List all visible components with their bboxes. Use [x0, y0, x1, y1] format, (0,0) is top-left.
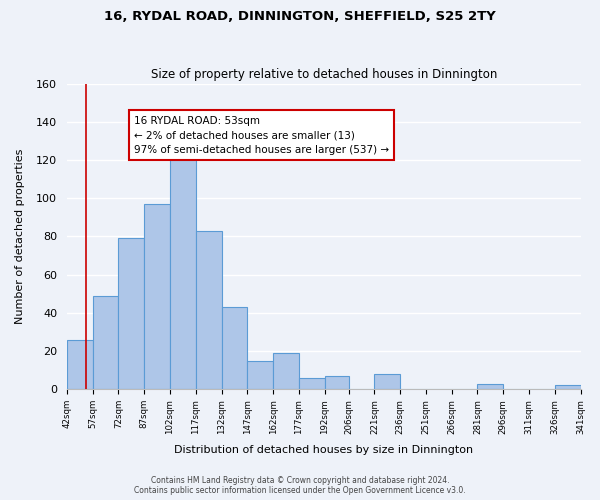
Text: 16 RYDAL ROAD: 53sqm
← 2% of detached houses are smaller (13)
97% of semi-detach: 16 RYDAL ROAD: 53sqm ← 2% of detached ho… — [134, 116, 389, 156]
Bar — [247, 360, 273, 390]
Bar — [93, 296, 118, 390]
Bar — [478, 384, 503, 390]
Text: 16, RYDAL ROAD, DINNINGTON, SHEFFIELD, S25 2TY: 16, RYDAL ROAD, DINNINGTON, SHEFFIELD, S… — [104, 10, 496, 23]
Bar — [273, 353, 299, 390]
Bar — [144, 204, 170, 390]
Title: Size of property relative to detached houses in Dinnington: Size of property relative to detached ho… — [151, 68, 497, 81]
Bar — [221, 307, 247, 390]
Bar — [170, 158, 196, 390]
Y-axis label: Number of detached properties: Number of detached properties — [15, 148, 25, 324]
Bar — [299, 378, 325, 390]
Text: Contains HM Land Registry data © Crown copyright and database right 2024.
Contai: Contains HM Land Registry data © Crown c… — [134, 476, 466, 495]
Bar — [196, 230, 221, 390]
Bar — [118, 238, 144, 390]
Bar — [67, 340, 93, 390]
Bar — [555, 386, 581, 390]
Bar — [374, 374, 400, 390]
Bar — [325, 376, 349, 390]
X-axis label: Distribution of detached houses by size in Dinnington: Distribution of detached houses by size … — [174, 445, 473, 455]
